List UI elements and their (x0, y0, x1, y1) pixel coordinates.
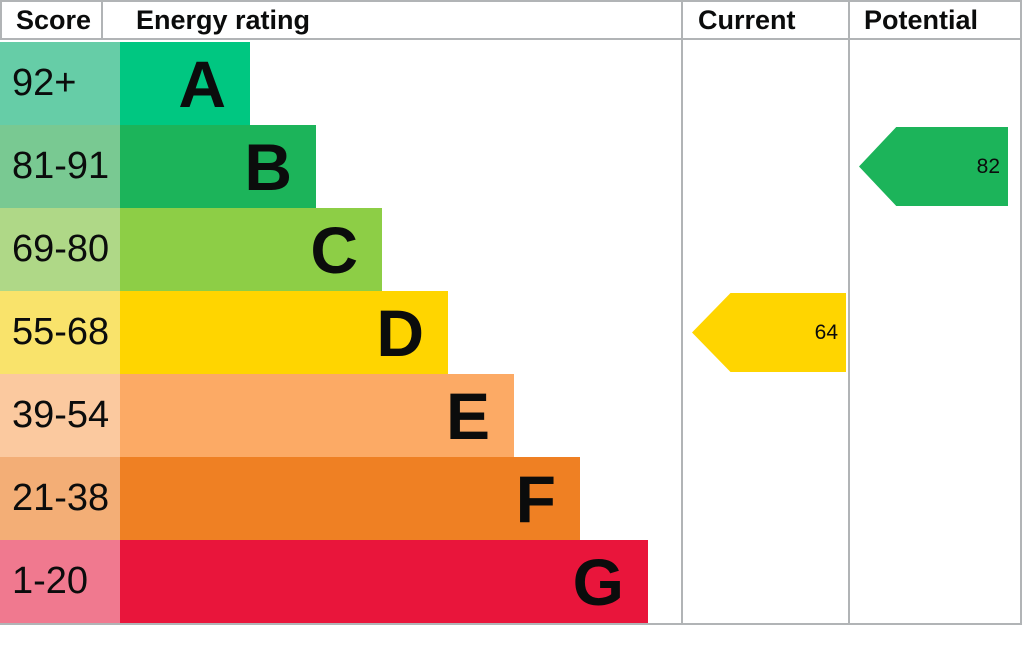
band-row-c: 69-80 C (0, 208, 382, 291)
current-column-divider (681, 40, 683, 625)
band-letter-g: G (572, 544, 624, 619)
band-bar-f: F (120, 457, 580, 540)
score-range-cell-g: 1-20 (0, 540, 120, 623)
band-row-g: 1-20 G (0, 540, 648, 623)
score-range-cell-a: 92+ (0, 42, 120, 125)
band-letter-a: A (178, 46, 226, 121)
current-rating-value: 64 (814, 320, 838, 344)
band-bar-g: G (120, 540, 648, 623)
band-row-f: 21-38 F (0, 457, 580, 540)
band-letter-e: E (445, 378, 490, 453)
score-range-cell-d: 55-68 (0, 291, 120, 374)
band-letter-c: C (310, 212, 358, 287)
band-letter-f: F (515, 461, 556, 536)
potential-rating-marker: 82 (859, 127, 1008, 206)
score-range-cell-e: 39-54 (0, 374, 120, 457)
score-range-cell-f: 21-38 (0, 457, 120, 540)
table-right-border (1020, 40, 1022, 625)
score-range-cell-c: 69-80 (0, 208, 120, 291)
current-column-header: Current (683, 0, 850, 40)
score-range-label-a: 92+ (12, 62, 77, 104)
score-range-label-e: 39-54 (12, 394, 110, 436)
potential-column-divider (848, 40, 850, 625)
current-header-label: Current (698, 4, 796, 35)
band-row-a: 92+ A (0, 42, 250, 125)
potential-rating-value: 82 (976, 154, 1000, 178)
score-range-label-b: 81-91 (12, 145, 110, 187)
current-rating-marker: 64 (692, 293, 846, 372)
score-column-header: Score (0, 0, 103, 40)
score-range-label-c: 69-80 (12, 228, 110, 270)
band-row-b: 81-91 B (0, 125, 316, 208)
potential-header-label: Potential (864, 4, 979, 35)
score-range-label-d: 55-68 (12, 311, 110, 353)
energy-rating-header-label: Energy rating (136, 4, 311, 35)
energy-rating-column-header: Energy rating (103, 0, 683, 40)
score-range-label-g: 1-20 (12, 560, 89, 602)
band-bar-a: A (120, 42, 250, 125)
potential-column-header: Potential (850, 0, 1022, 40)
table-bottom-border (0, 623, 1022, 625)
band-bar-c: C (120, 208, 382, 291)
score-range-label-f: 21-38 (12, 477, 110, 519)
score-range-cell-b: 81-91 (0, 125, 120, 208)
band-letter-d: D (376, 295, 424, 370)
band-letter-b: B (244, 129, 292, 204)
band-row-d: 55-68 D (0, 291, 448, 374)
score-header-label: Score (16, 4, 92, 35)
band-bar-d: D (120, 291, 448, 374)
band-bar-e: E (120, 374, 514, 457)
band-bar-b: B (120, 125, 316, 208)
band-row-e: 39-54 E (0, 374, 514, 457)
